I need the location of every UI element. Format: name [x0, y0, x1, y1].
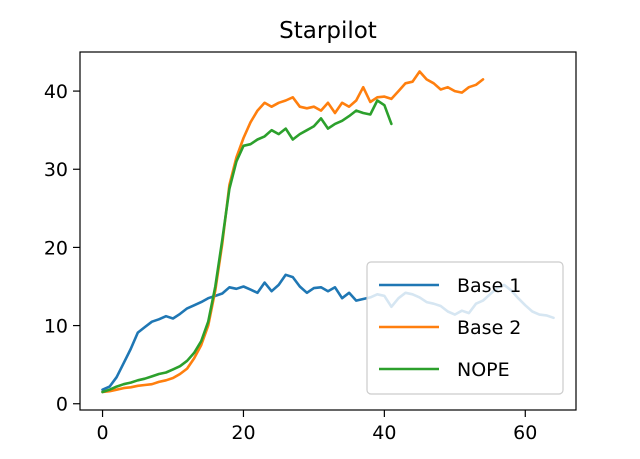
- series-line-base-2: [101, 70, 485, 394]
- legend-label: NOPE: [457, 359, 510, 381]
- x-tick-label: 40: [372, 422, 396, 444]
- plot-frame: [79, 51, 577, 411]
- x-tick-label: 20: [231, 422, 255, 444]
- y-tick-label: 40: [44, 81, 68, 103]
- legend-box: [366, 261, 564, 395]
- y-tick-label: 20: [44, 237, 68, 259]
- y-tick-label: 10: [44, 316, 68, 338]
- x-tick-label: 0: [96, 422, 108, 444]
- legend-label: Base 1: [457, 275, 521, 297]
- y-tick-label: 30: [44, 159, 68, 181]
- series-line-nope: [101, 99, 393, 394]
- y-tick-label: 0: [56, 394, 68, 416]
- x-tick-label: 60: [513, 422, 537, 444]
- legend-label: Base 2: [457, 317, 521, 339]
- chart-title: Starpilot: [279, 18, 377, 44]
